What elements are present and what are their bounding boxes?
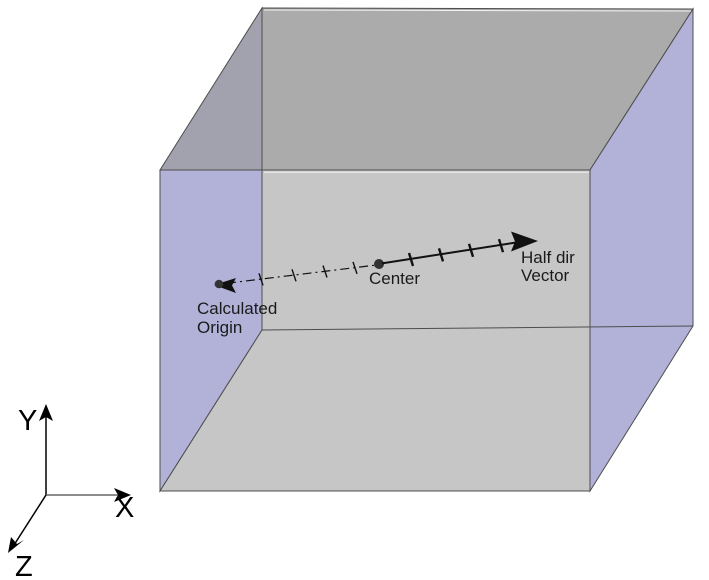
svg-text:Origin: Origin [197,318,242,337]
svg-text:Y: Y [18,405,37,437]
svg-text:Center: Center [369,269,420,288]
svg-text:Z: Z [15,551,33,580]
svg-text:X: X [115,492,134,524]
svg-text:Calculated: Calculated [197,299,277,318]
svg-text:Half dir: Half dir [521,248,575,267]
svg-text:Vector: Vector [521,266,570,285]
